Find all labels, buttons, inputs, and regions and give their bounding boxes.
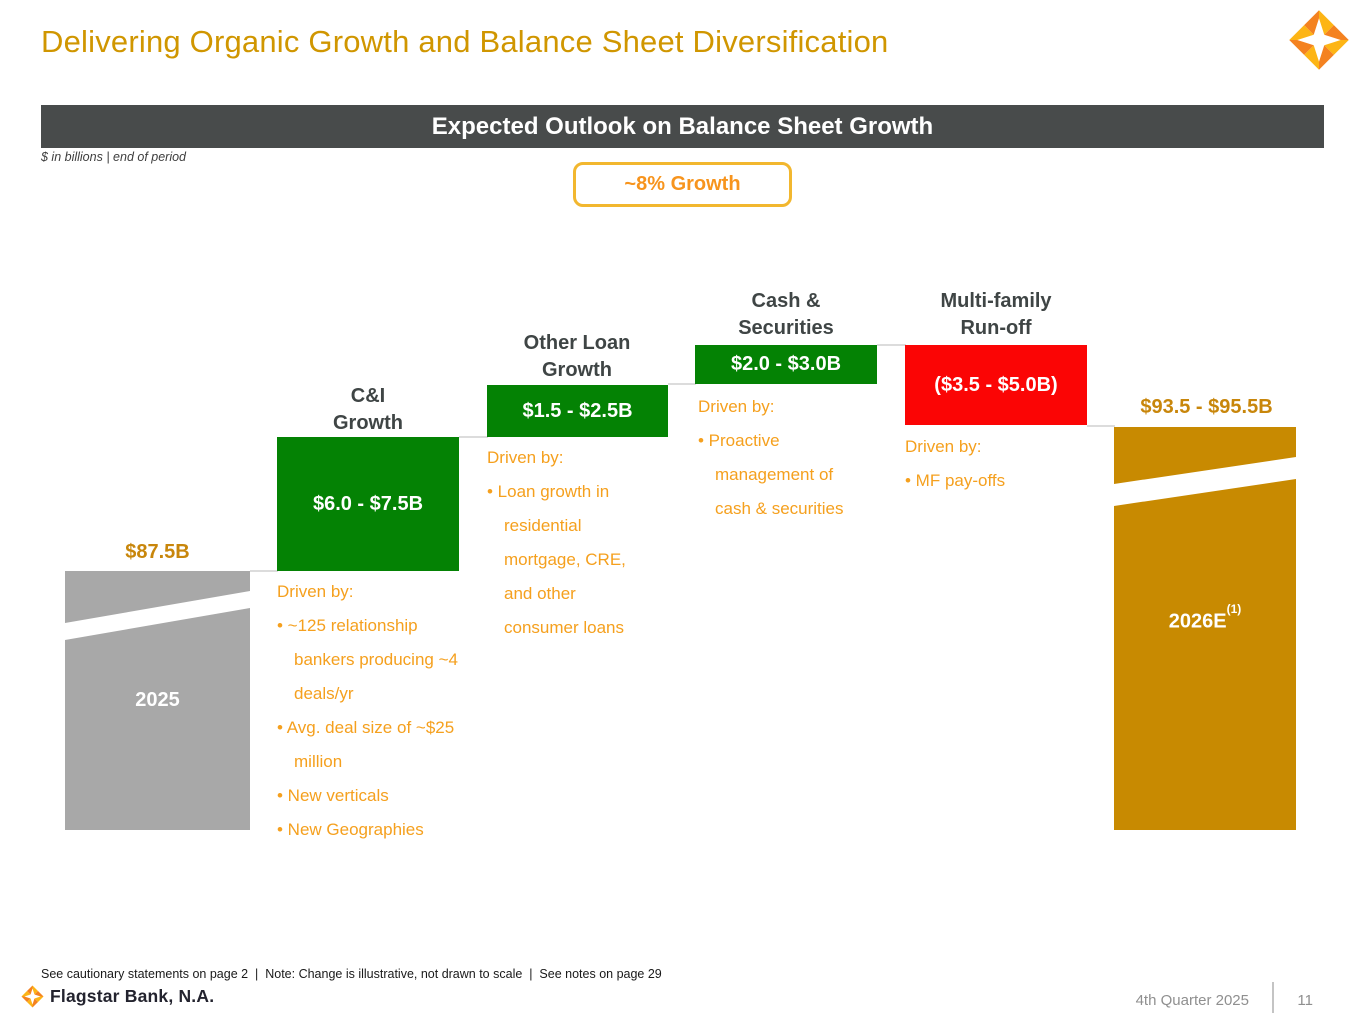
quarter-label: 4th Quarter 2025	[1135, 992, 1249, 1009]
units-note: $ in billions | end of period	[41, 150, 187, 164]
driven-by-list: • Proactive management of cash & securit…	[698, 424, 868, 526]
column-header-other-loan-growth: Other Loan Growth	[523, 332, 631, 381]
column-header-cash-securities: Cash & Securities	[738, 290, 834, 339]
brand-logo: Flagstar Bank, N.A.	[21, 985, 214, 1008]
bar-cash-securities: $2.0 - $3.0B	[695, 345, 877, 384]
driven-by-list: • ~125 relationship bankers producing ~4…	[277, 609, 458, 847]
driven-by-label: Driven by:	[905, 437, 982, 456]
bar-2026e: 2026E(1)	[1114, 427, 1296, 830]
driven-by-item: • Loan growth in residential mortgage, C…	[487, 482, 626, 637]
connector-line	[250, 570, 278, 572]
bar-value-multi-family-run-off: ($3.5 - $5.0B)	[934, 373, 1058, 396]
driven-by-cash-securities: Driven by: • Proactive management of cas…	[698, 390, 868, 526]
driven-by-item: • ~125 relationship bankers producing ~4…	[277, 616, 458, 703]
value-label-2025: $87.5B	[125, 541, 190, 563]
driven-by-label: Driven by:	[698, 397, 775, 416]
growth-badge: ~8% Growth	[573, 162, 792, 207]
driven-by-list: • Loan growth in residential mortgage, C…	[487, 475, 639, 645]
driven-by-label: Driven by:	[487, 448, 564, 467]
driven-by-ci-growth: Driven by: • ~125 relationship bankers p…	[277, 575, 458, 847]
bar-other-loan-growth: $1.5 - $2.5B	[487, 385, 668, 437]
bar-ci-growth: $6.0 - $7.5B	[277, 437, 459, 571]
driven-by-item: • MF pay-offs	[905, 471, 1006, 490]
bar-name-2026e: 2026E(1)	[1168, 602, 1242, 633]
driven-by-item: • Proactive management of cash & securit…	[698, 431, 844, 518]
brand-name: Flagstar Bank, N.A.	[50, 986, 215, 1006]
bar-name-2025: 2025	[135, 689, 180, 711]
connector-line	[1087, 425, 1115, 427]
driven-by-list: • MF pay-offs	[905, 464, 1090, 498]
value-label-2026e: $93.5 - $95.5B	[1140, 396, 1273, 418]
driven-by-multi-family: Driven by: • MF pay-offs	[905, 430, 1090, 498]
bar-multi-family-run-off: ($3.5 - $5.0B)	[905, 345, 1087, 425]
footnote-ref: (1)	[1226, 602, 1242, 616]
section-banner-title: Expected Outlook on Balance Sheet Growth	[431, 112, 934, 140]
driven-by-item: • Avg. deal size of ~$25 million	[277, 718, 455, 771]
column-header-ci-growth: C&I Growth	[333, 385, 403, 434]
driven-by-other-loan-growth: Driven by: • Loan growth in residential …	[487, 441, 639, 645]
page-title: Delivering Organic Growth and Balance Sh…	[41, 24, 889, 59]
bar-2025: 2025	[65, 571, 250, 830]
cautionary-note: See cautionary statements on page 2 | No…	[41, 967, 662, 981]
section-banner: Expected Outlook on Balance Sheet Growth	[41, 105, 1324, 148]
column-header-multi-family-run-off: Multi-family Run-off	[940, 290, 1052, 339]
driven-by-item: • New Geographies	[277, 820, 424, 839]
connector-line	[877, 344, 906, 346]
connector-line	[668, 383, 696, 385]
bar-value-ci-growth: $6.0 - $7.5B	[312, 492, 424, 515]
bar-value-other-loan-growth: $1.5 - $2.5B	[522, 399, 633, 422]
growth-badge-label: ~8% Growth	[624, 173, 741, 195]
driven-by-label: Driven by:	[277, 582, 354, 601]
page-number: 11	[1297, 992, 1313, 1009]
connector-line	[459, 436, 488, 438]
driven-by-item: • New verticals	[277, 786, 389, 805]
footer-divider	[1272, 982, 1274, 1013]
flagstar-star-icon	[21, 985, 44, 1008]
bar-value-cash-securities: $2.0 - $3.0B	[730, 353, 842, 375]
